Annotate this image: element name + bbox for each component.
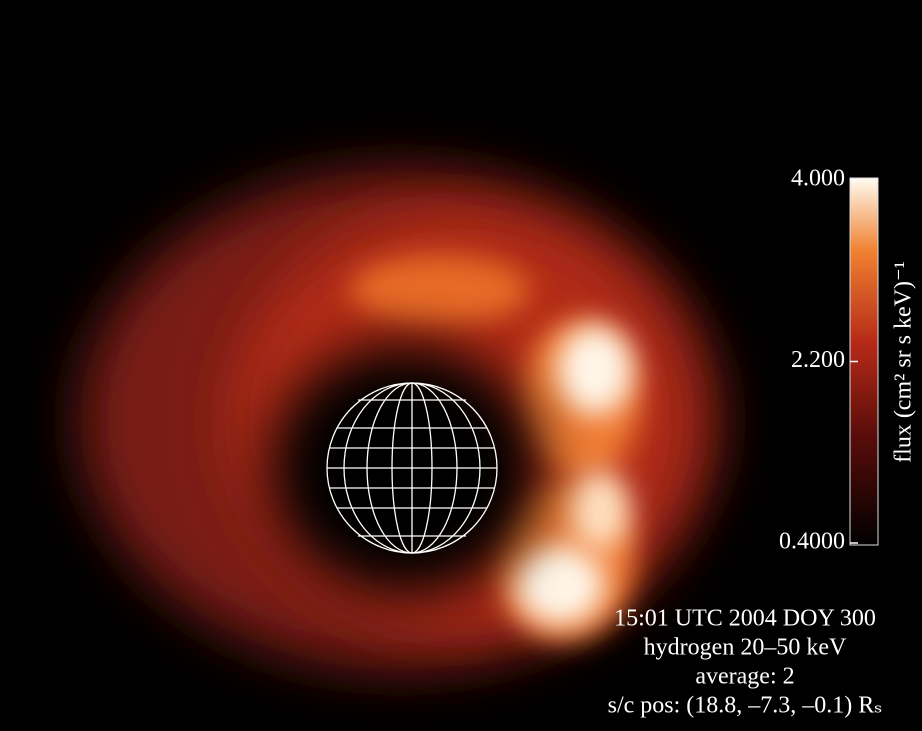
tick-label: 0.4000 bbox=[779, 529, 845, 555]
colorbar-ticks: 4.000 2.200 0.4000 bbox=[779, 166, 858, 555]
annotation-line: 15:01 UTC 2004 DOY 300 bbox=[614, 606, 876, 632]
annotation-line: s/c pos: (18.8, –7.3, –0.1) Rₛ bbox=[608, 693, 883, 719]
saturn-grid bbox=[326, 382, 498, 554]
ring-current-emission bbox=[80, 170, 720, 670]
colorbar-label: flux (cm² sr s keV)⁻¹ bbox=[891, 261, 917, 463]
annotation: 15:01 UTC 2004 DOY 300 hydrogen 20–50 keV… bbox=[608, 606, 883, 719]
annotation-line: hydrogen 20–50 keV bbox=[644, 635, 847, 661]
tick-label: 4.000 bbox=[791, 166, 845, 192]
annotation-line: average: 2 bbox=[695, 664, 794, 690]
tick-label: 2.200 bbox=[791, 347, 845, 373]
